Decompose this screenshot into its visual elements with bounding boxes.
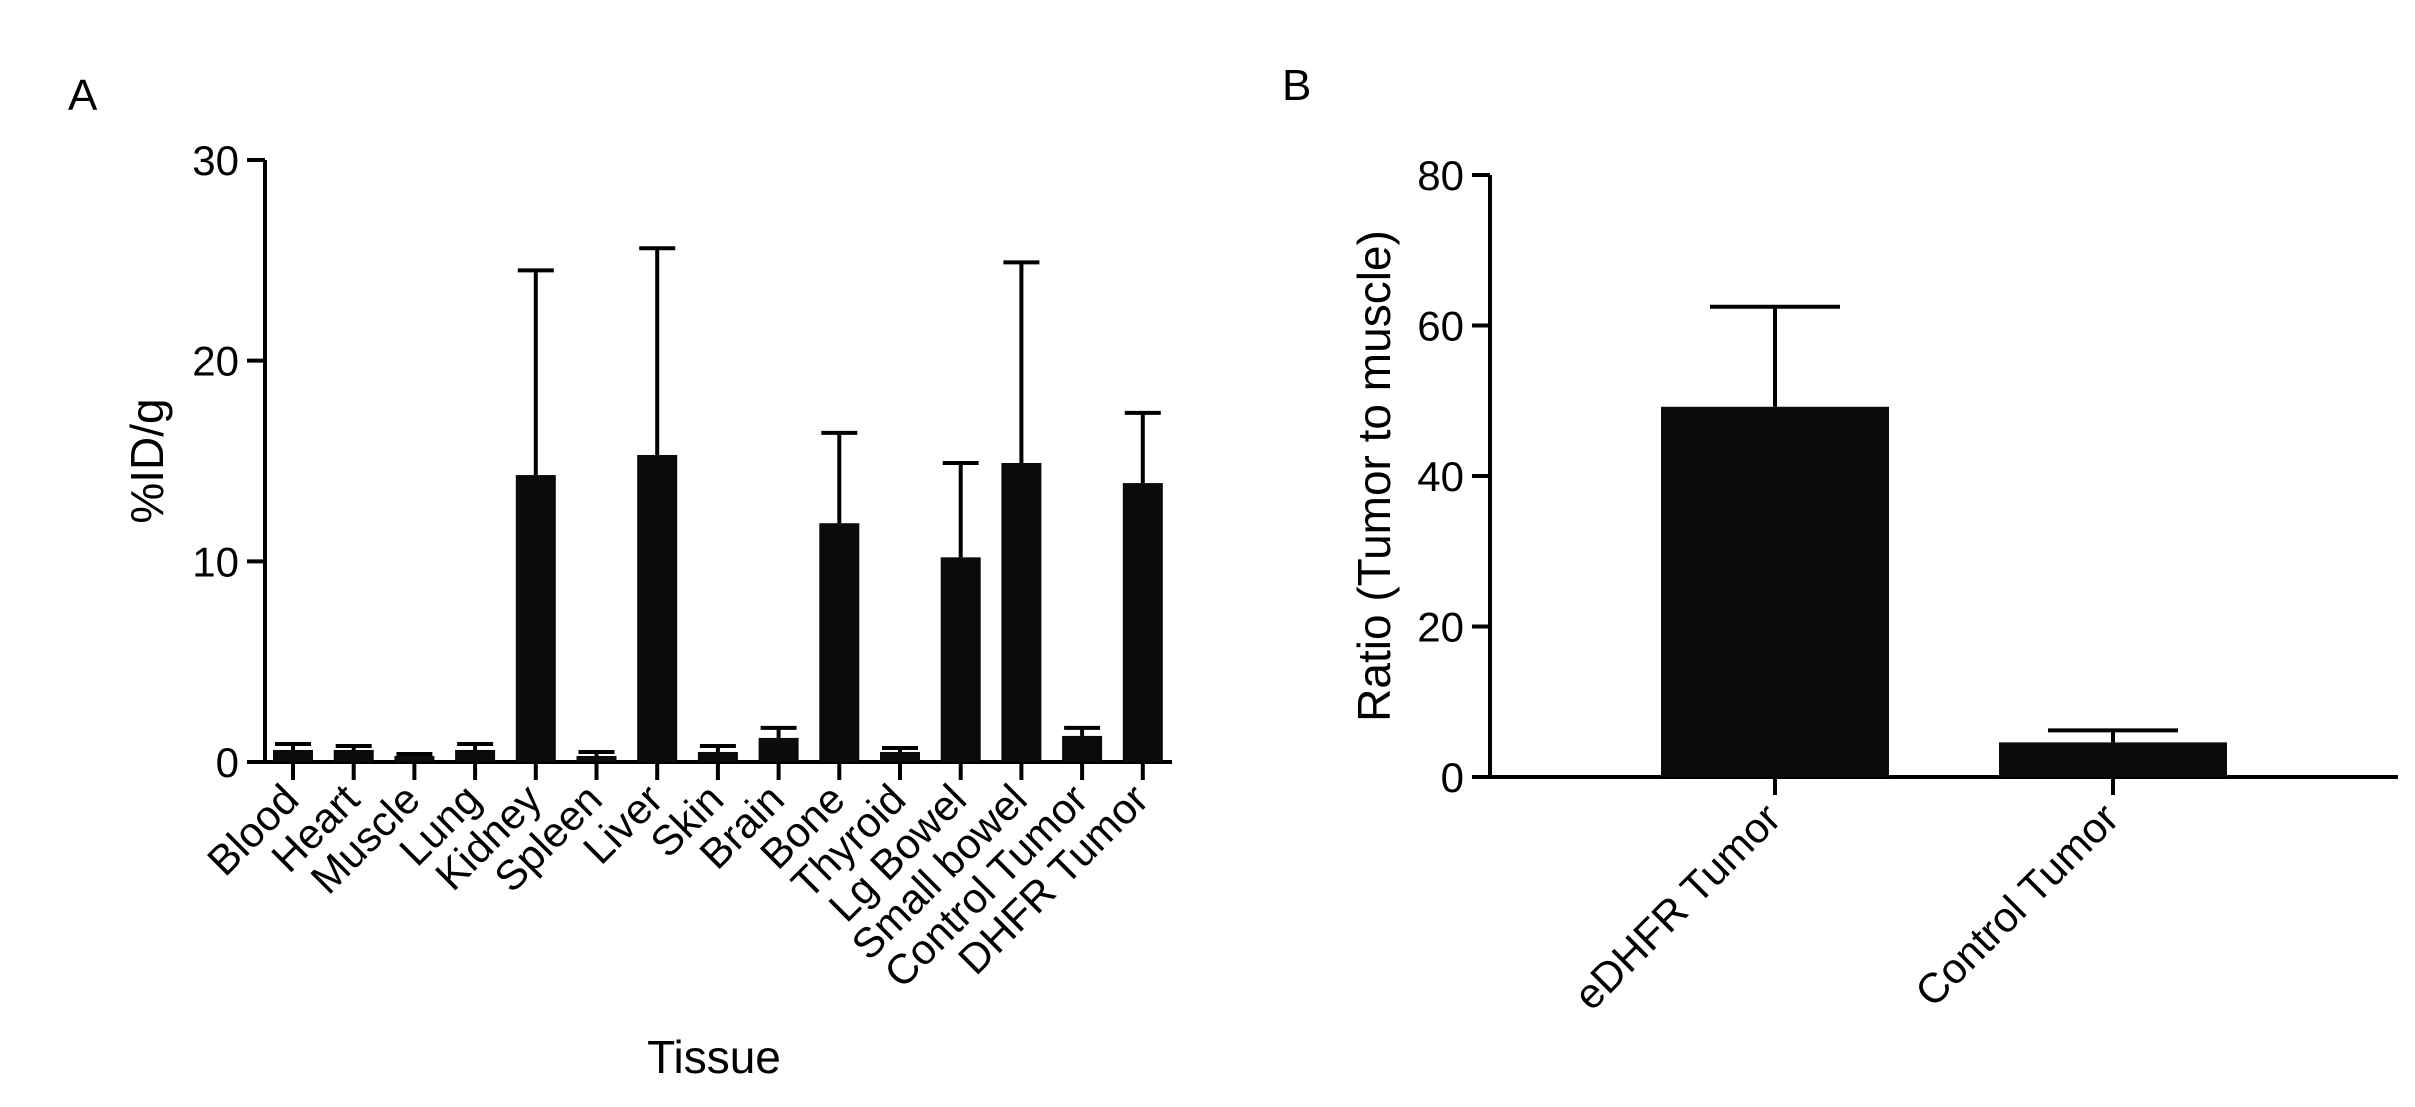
bar-muscle [394, 755, 435, 762]
y-axis-title: %ID/g [121, 398, 173, 523]
bar-spleen [576, 755, 617, 762]
bar-liver [637, 454, 678, 762]
x-tick-label: eDHFR Tumor [1565, 794, 1790, 1019]
bar-blood [273, 749, 313, 762]
y-tick-label: 80 [1417, 152, 1464, 199]
bar-small-bowel [1001, 463, 1042, 762]
bar-kidney [515, 475, 556, 762]
bar-edhfr-tumor [1661, 406, 1889, 777]
bar-control-tumor [1999, 742, 2227, 777]
chart-b: 0 20 40 60 80 Ratio (Tumor to muscle) eDHFR Tu… [1348, 152, 2398, 1019]
panel-a-label: A [68, 71, 98, 120]
y-tick-label: 20 [192, 338, 239, 385]
chart-a: 0102030%ID/gBloodHeartMuscleLungKidneySp… [121, 137, 1172, 1083]
y-tick-label: 20 [1417, 604, 1464, 651]
bar-bone [819, 523, 860, 762]
bar-lung [455, 749, 496, 762]
y-tick-label: 40 [1417, 453, 1464, 500]
bar-thyroid [880, 751, 920, 762]
bar-brain [758, 737, 799, 762]
panel-b-label: B [1282, 61, 1311, 110]
y-tick-label: 60 [1417, 303, 1464, 350]
y-axis-title: Ratio (Tumor to muscle) [1348, 230, 1400, 722]
y-tick-label: 0 [216, 739, 239, 786]
x-axis-title: Tissue [647, 1031, 781, 1083]
bar-heart [333, 749, 374, 762]
bar-skin [697, 751, 738, 762]
y-tick-label: 10 [192, 538, 239, 585]
y-tick-label: 0 [1441, 754, 1464, 801]
y-tick-label: 30 [192, 137, 239, 184]
bar-control-tumor [1062, 735, 1103, 762]
bar-lg-bowel [940, 557, 981, 762]
bar-dhfr-tumor [1122, 483, 1163, 762]
x-tick-label: Control Tumor [1906, 794, 2127, 1015]
